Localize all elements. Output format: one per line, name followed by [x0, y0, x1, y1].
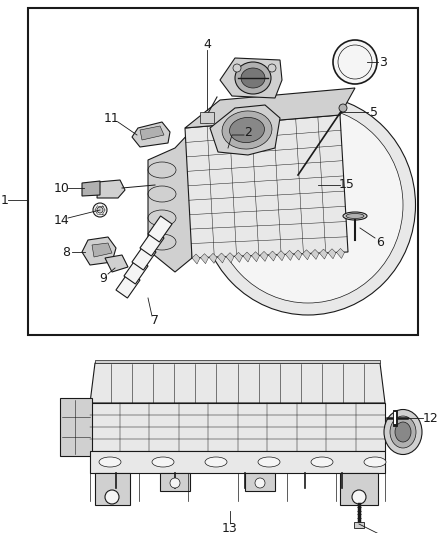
- Ellipse shape: [205, 457, 227, 467]
- Ellipse shape: [395, 422, 411, 442]
- Ellipse shape: [235, 62, 271, 94]
- Bar: [354, 522, 364, 528]
- Ellipse shape: [384, 409, 422, 455]
- Polygon shape: [124, 258, 148, 284]
- Text: 3: 3: [379, 55, 387, 69]
- Text: 4: 4: [203, 38, 211, 52]
- Polygon shape: [311, 249, 319, 260]
- Polygon shape: [132, 244, 156, 270]
- Polygon shape: [95, 473, 130, 505]
- Ellipse shape: [222, 111, 272, 149]
- Polygon shape: [82, 181, 100, 196]
- Circle shape: [338, 45, 372, 79]
- Ellipse shape: [99, 457, 121, 467]
- Polygon shape: [268, 251, 276, 261]
- Text: 2: 2: [244, 126, 252, 140]
- Circle shape: [268, 64, 276, 72]
- Polygon shape: [82, 237, 116, 265]
- Polygon shape: [160, 473, 190, 491]
- Circle shape: [339, 104, 347, 112]
- Polygon shape: [294, 250, 302, 260]
- Polygon shape: [226, 253, 234, 263]
- Text: 1: 1: [1, 193, 9, 206]
- Polygon shape: [209, 253, 217, 263]
- Circle shape: [333, 40, 377, 84]
- Polygon shape: [220, 58, 282, 98]
- Polygon shape: [234, 252, 243, 262]
- Text: 5: 5: [370, 106, 378, 118]
- Ellipse shape: [201, 95, 416, 315]
- Polygon shape: [132, 122, 170, 147]
- Polygon shape: [245, 473, 275, 491]
- Polygon shape: [251, 252, 259, 262]
- Ellipse shape: [241, 68, 265, 88]
- Circle shape: [202, 113, 212, 123]
- Ellipse shape: [311, 457, 333, 467]
- Polygon shape: [116, 272, 140, 298]
- Polygon shape: [60, 398, 92, 456]
- Ellipse shape: [152, 457, 174, 467]
- Polygon shape: [218, 253, 226, 263]
- Text: 8: 8: [62, 246, 70, 259]
- Ellipse shape: [258, 457, 280, 467]
- Ellipse shape: [230, 117, 265, 142]
- Polygon shape: [185, 115, 348, 258]
- Polygon shape: [140, 126, 164, 140]
- Circle shape: [93, 203, 107, 217]
- Text: 13: 13: [222, 521, 238, 533]
- Text: 11: 11: [104, 111, 120, 125]
- Polygon shape: [97, 180, 125, 198]
- Circle shape: [352, 490, 366, 504]
- Polygon shape: [336, 248, 345, 259]
- Ellipse shape: [364, 457, 386, 467]
- Circle shape: [97, 207, 103, 213]
- Polygon shape: [185, 88, 355, 128]
- Polygon shape: [148, 216, 172, 242]
- Polygon shape: [201, 254, 208, 264]
- Ellipse shape: [213, 107, 403, 303]
- Text: 6: 6: [376, 236, 384, 248]
- Text: 15: 15: [339, 179, 355, 191]
- Ellipse shape: [346, 214, 364, 219]
- Text: 10: 10: [54, 182, 70, 195]
- Polygon shape: [210, 105, 280, 155]
- Bar: [28, 8, 418, 335]
- Polygon shape: [148, 130, 192, 272]
- Text: 12: 12: [423, 411, 438, 424]
- Polygon shape: [303, 250, 311, 260]
- Text: 7: 7: [151, 313, 159, 327]
- Ellipse shape: [343, 212, 367, 220]
- Polygon shape: [192, 254, 200, 264]
- Polygon shape: [90, 451, 385, 473]
- Polygon shape: [140, 230, 164, 256]
- Circle shape: [105, 490, 119, 504]
- Circle shape: [255, 478, 265, 488]
- Polygon shape: [92, 243, 112, 257]
- Polygon shape: [90, 363, 385, 403]
- Polygon shape: [277, 251, 285, 261]
- Polygon shape: [95, 360, 380, 363]
- Ellipse shape: [390, 416, 416, 448]
- Polygon shape: [105, 255, 128, 272]
- Text: 14: 14: [54, 214, 70, 227]
- Polygon shape: [328, 249, 336, 259]
- Polygon shape: [243, 252, 251, 262]
- Text: 9: 9: [99, 271, 107, 285]
- Circle shape: [233, 64, 241, 72]
- Circle shape: [170, 478, 180, 488]
- Polygon shape: [260, 252, 268, 261]
- Polygon shape: [90, 403, 385, 451]
- Polygon shape: [319, 249, 328, 259]
- Polygon shape: [200, 112, 214, 123]
- Polygon shape: [340, 473, 378, 505]
- Polygon shape: [286, 251, 293, 261]
